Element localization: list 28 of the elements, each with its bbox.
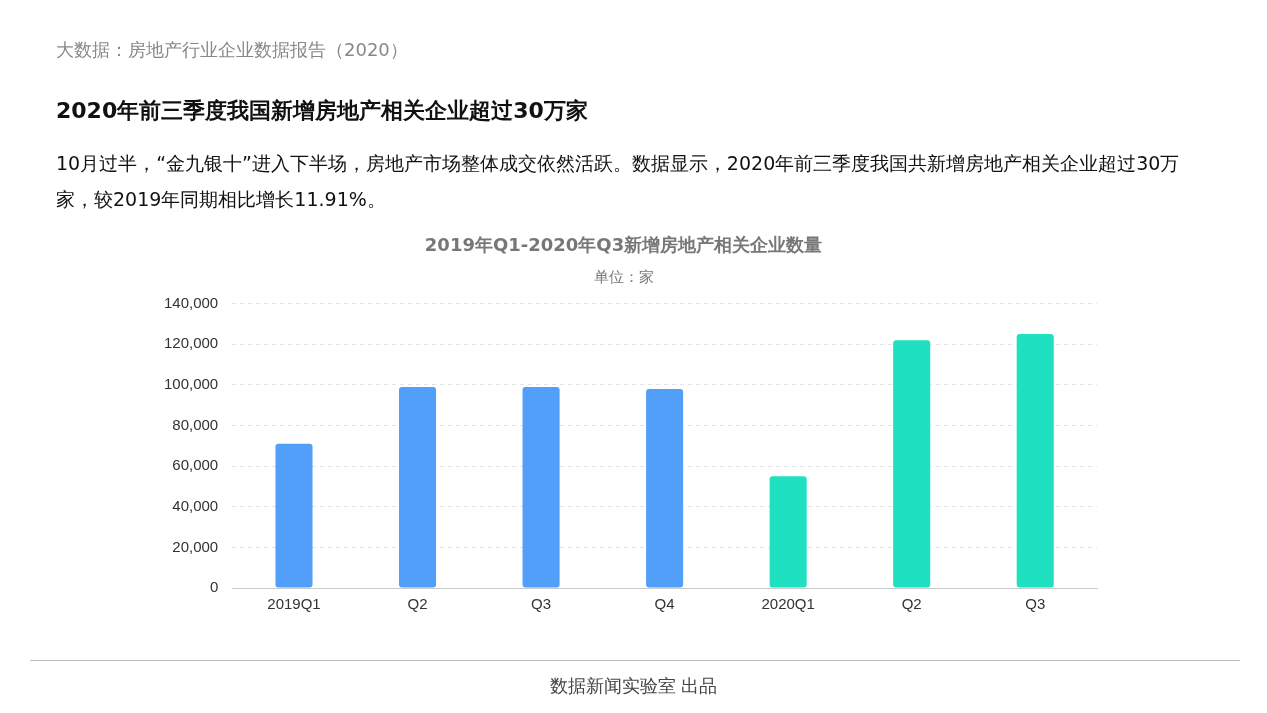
text: 10月过半，“金九银十”进入下半场，房地产市场整体成交依然活跃。数据显示，2020年前三季度我国共新增房地产相关企业超过30万家，较2019年同期相比增长11.91%。 — [56, 151, 1181, 212]
chart-title: 2019年Q1-2020年Q3新增房地产相关企业数量 — [424, 234, 823, 256]
x-tick-label: Q2 — [407, 595, 428, 613]
bar — [893, 340, 931, 588]
bar — [1016, 334, 1054, 588]
bar — [522, 386, 560, 588]
x-tick-label: 2019Q1 — [267, 595, 321, 613]
y-tick-label: 20,000 — [172, 537, 219, 555]
y-tick-label: 140,000 — [163, 293, 219, 311]
bar — [646, 388, 684, 588]
y-tick-label: 0 — [209, 578, 219, 596]
bar — [399, 386, 437, 588]
x-tick-label: 2020Q1 — [761, 595, 815, 613]
bar — [275, 443, 313, 588]
bar — [769, 476, 807, 588]
text: 大数据：房地产行业企业数据报告（2020） — [56, 38, 408, 62]
chart-subtitle: 单位：家 — [593, 268, 654, 287]
text: 数据新闻实验室 出品 — [548, 674, 719, 698]
y-tick-label: 120,000 — [163, 334, 219, 352]
text: 2020年前三季度我国新增房地产相关企业超过30万家 — [56, 97, 588, 125]
y-tick-label: 60,000 — [172, 456, 219, 474]
y-tick-label: 80,000 — [172, 415, 219, 433]
x-tick-label: Q3 — [1025, 595, 1046, 613]
x-tick-label: Q2 — [901, 595, 922, 613]
y-tick-label: 100,000 — [163, 375, 219, 392]
x-tick-label: Q3 — [531, 595, 552, 613]
x-tick-label: Q4 — [654, 595, 675, 613]
y-tick-label: 40,000 — [172, 496, 219, 514]
